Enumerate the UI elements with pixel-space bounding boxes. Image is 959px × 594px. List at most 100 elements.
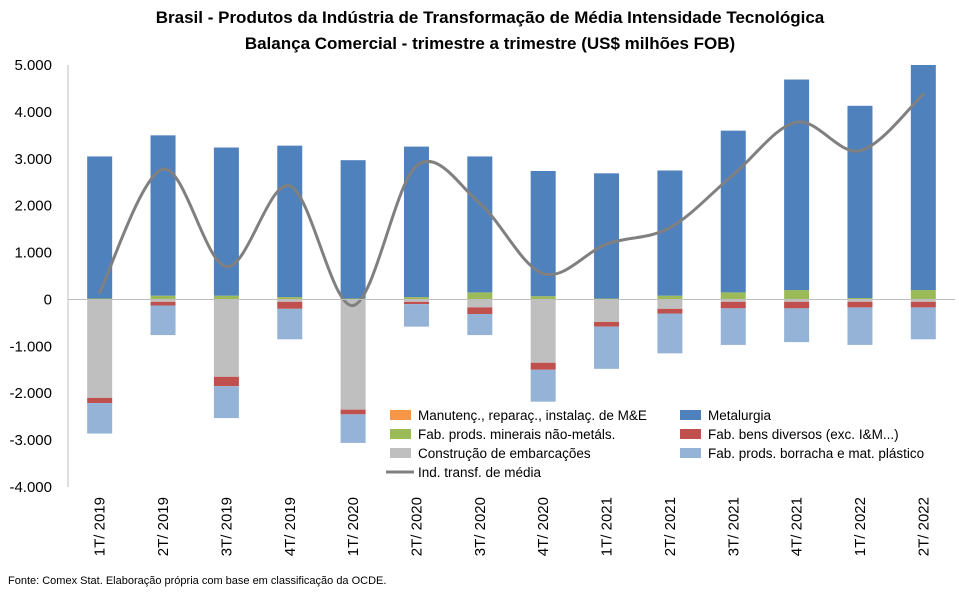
bars: [87, 65, 936, 443]
legend-label: Fab. prods. minerais não-metáls.: [418, 427, 615, 442]
bar-segment: [150, 135, 176, 296]
x-tick-label: 4T/ 2020: [535, 497, 552, 556]
y-tick-label: -4.000: [9, 479, 52, 496]
bar-segment: [657, 295, 683, 300]
bar-segment: [910, 301, 936, 308]
bar-segment: [467, 313, 493, 336]
bar-segment: [910, 307, 936, 340]
x-axis: 1T/ 2019 2T/ 2019 3T/ 2019 4T/ 2019 1T/ 2020…: [92, 497, 933, 556]
x-tick-label: 1T/ 2021: [599, 497, 616, 556]
bar-segment: [847, 298, 873, 300]
bar-segment: [530, 362, 556, 370]
bar-segment: [467, 156, 493, 293]
bar-segment: [530, 369, 556, 402]
bar-segment: [213, 147, 239, 296]
bar-segment: [403, 297, 429, 300]
bar-segment: [720, 299, 746, 302]
bar-segment: [467, 299, 493, 308]
x-tick-label: 4T/ 2019: [282, 497, 299, 556]
bar-segment: [403, 146, 429, 298]
y-tick-label: 4.000: [14, 104, 52, 121]
x-tick-label: 2T/ 2022: [915, 497, 932, 556]
bar-segment: [213, 386, 239, 419]
bar-segment: [847, 105, 873, 299]
legend-swatch: [680, 448, 701, 458]
x-tick-label: 1T/ 2019: [92, 497, 109, 556]
bar-segment: [530, 296, 556, 300]
bar-segment: [340, 299, 366, 410]
bar-segment: [594, 326, 620, 369]
bar-segment: [847, 301, 873, 308]
legend: Manutenç., reparaç., instalaç. de M&E Met…: [386, 408, 924, 480]
bar-segment: [150, 299, 176, 302]
line-path: [98, 92, 925, 308]
bar-segment: [720, 130, 746, 293]
x-tick-label: 4T/ 2021: [789, 497, 806, 556]
legend-label: Manutenç., reparaç., instalaç. de M&E: [418, 408, 647, 423]
x-tick-label: 1T/ 2022: [852, 497, 869, 556]
bar-segment: [277, 301, 303, 309]
bar-segment: [87, 397, 113, 404]
bar-segment: [784, 290, 810, 300]
legend-label: Fab. bens diversos (exc. I&M...): [708, 427, 899, 442]
legend-label: Fab. prods. borracha e mat. plástico: [708, 446, 924, 461]
bar-segment: [213, 295, 239, 300]
y-tick-label: 1.000: [14, 245, 52, 262]
bar-segment: [467, 307, 493, 314]
bar-segment: [403, 299, 429, 302]
source-note: Fonte: Comex Stat. Elaboração própria co…: [8, 575, 387, 587]
bar-segment: [213, 299, 239, 377]
bar-segment: [87, 299, 113, 398]
bar-segment: [784, 308, 810, 343]
bar-segment: [657, 308, 683, 314]
x-tick-label: 2T/ 2021: [662, 497, 679, 556]
bar-segment: [403, 304, 429, 327]
legend-label: Ind. transf. de média: [418, 465, 542, 480]
bar-segment: [403, 301, 429, 305]
bar-segment: [784, 299, 810, 302]
y-tick-label: 3.000: [14, 151, 52, 168]
bar-segment: [277, 297, 303, 300]
y-tick-label: -1.000: [9, 338, 52, 355]
y-tick-label: -3.000: [9, 432, 52, 449]
bar-segment: [150, 301, 176, 306]
bar-segment: [594, 321, 620, 327]
bar-segment: [720, 308, 746, 345]
x-tick-label: 3T/ 2021: [725, 497, 742, 556]
bar-segment: [87, 403, 113, 434]
bar-segment: [530, 299, 556, 363]
bar-segment: [277, 145, 303, 298]
bar-segment: [277, 308, 303, 340]
y-axis: -4.000 -3.000 -2.000 -1.000 0 1.000 2.000 3.000…: [9, 57, 52, 496]
y-tick-label: -2.000: [9, 385, 52, 402]
bar-segment: [277, 299, 303, 302]
bar-segment: [340, 414, 366, 443]
bar-segment: [150, 295, 176, 300]
bar-segment: [720, 292, 746, 300]
bar-segment: [657, 299, 683, 309]
legend-swatch: [390, 448, 411, 458]
bar-segment: [467, 292, 493, 300]
x-tick-label: 3T/ 2019: [218, 497, 235, 556]
chart-title: Brasil - Produtos da Indústria de Transf…: [156, 8, 825, 27]
legend-swatch: [390, 429, 411, 439]
x-tick-label: 2T/ 2020: [408, 497, 425, 556]
bar-segment: [657, 313, 683, 354]
legend-label: Metalurgia: [708, 408, 772, 423]
bar-segment: [594, 299, 620, 322]
bar-segment: [150, 305, 176, 336]
legend-swatch: [680, 429, 701, 439]
bar-segment: [530, 170, 556, 297]
y-tick-label: 0: [44, 291, 52, 308]
y-tick-label: 2.000: [14, 198, 52, 215]
y-tick-label: 5.000: [14, 57, 52, 74]
line-series: [98, 92, 925, 308]
bar-segment: [910, 65, 936, 291]
x-tick-label: 2T/ 2019: [155, 497, 172, 556]
bar-segment: [784, 79, 810, 291]
bar-segment: [340, 160, 366, 299]
bar-segment: [847, 299, 873, 302]
legend-swatch: [390, 410, 411, 420]
legend-swatch: [680, 410, 701, 420]
